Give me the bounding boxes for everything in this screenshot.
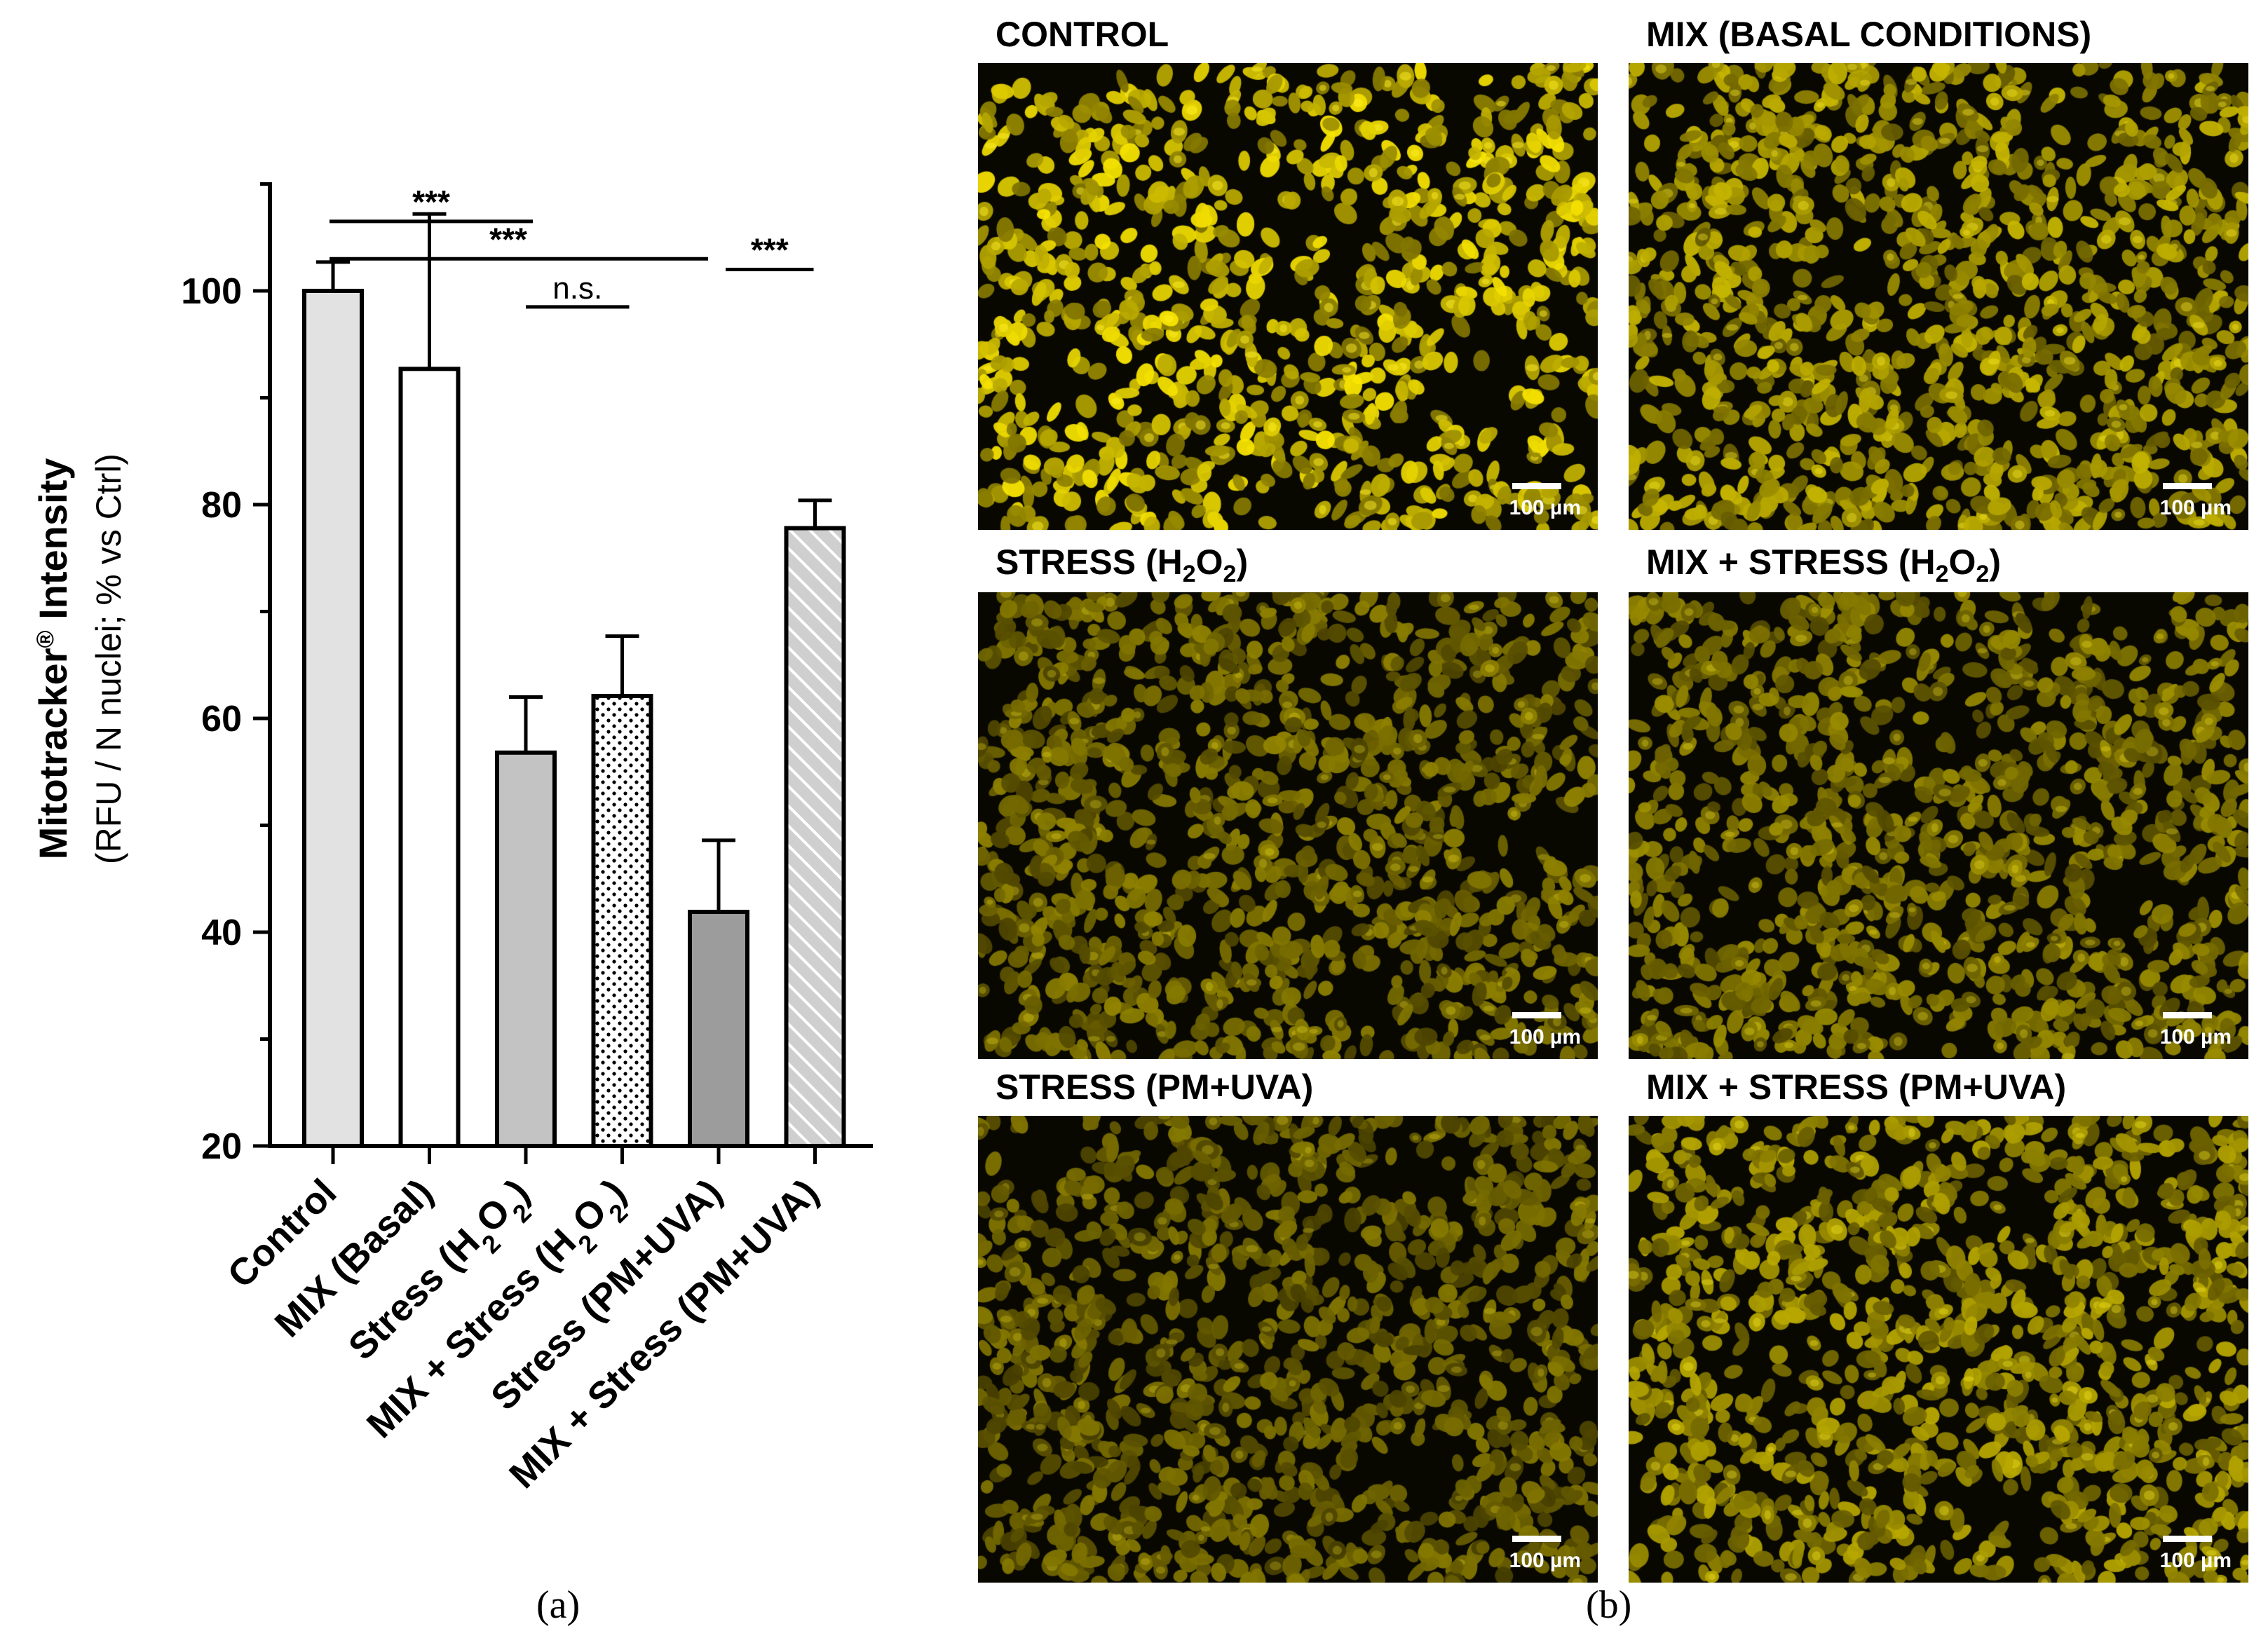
significance-label: ***: [412, 184, 450, 220]
scale-bar-label: 100 µm: [2159, 1025, 2232, 1049]
micrograph-image-4: 100 µm: [978, 1116, 1598, 1583]
scale-bar-label: 100 µm: [2159, 1549, 2232, 1572]
micrograph-title-5: MIX + STRESS (PM+UVA): [1646, 1067, 2067, 1107]
bar-0: [302, 289, 364, 1148]
y-tick-label: 40: [201, 913, 242, 953]
micrograph-image-1: 100 µm: [1629, 63, 2248, 530]
scale-bar-label: 100 µm: [2159, 496, 2232, 519]
scale-bar-label: 100 µm: [1509, 496, 1581, 519]
y-tick-label: 100: [181, 271, 242, 312]
scale-bar: [1512, 1012, 1561, 1018]
bar-4: [688, 910, 749, 1149]
micrograph-image-5: 100 µm: [1629, 1116, 2248, 1583]
significance-label: ***: [751, 232, 789, 268]
scale-bar: [2163, 483, 2212, 489]
y-tick-label: 60: [201, 699, 242, 739]
micrograph-title-1: MIX (BASAL CONDITIONS): [1646, 15, 2092, 54]
micrograph-title-3: MIX + STRESS (H2O2): [1646, 542, 2001, 587]
panel-label-b: (b): [1586, 1583, 1632, 1627]
significance-label: ***: [489, 221, 527, 257]
significance-label: n.s.: [552, 271, 602, 306]
scale-bar: [1512, 483, 1561, 489]
y-tick-label: 20: [201, 1126, 242, 1167]
bar-chart: 20 40 60 80 100 Mitotracker® Intensity (RFU / …: [31, 182, 873, 1496]
y-axis-subtitle: (RFU / N nuclei; % vs Ctrl): [89, 453, 128, 864]
micrograph-image-2: 100 µm: [978, 592, 1598, 1059]
scale-bar-label: 100 µm: [1509, 1025, 1581, 1049]
bar-1: [398, 367, 461, 1149]
bar-5: [784, 526, 846, 1148]
scale-bar: [2163, 1012, 2212, 1018]
micrograph-title-0: CONTROL: [996, 15, 1169, 54]
micrograph-image-0: 100 µm: [978, 63, 1598, 530]
scale-bar-label: 100 µm: [1509, 1549, 1581, 1572]
bar-2: [495, 750, 557, 1149]
y-axis-title: Mitotracker® Intensity: [31, 458, 75, 860]
micrograph-image-3: 100 µm: [1629, 592, 2248, 1059]
micrograph-title-2: STRESS (H2O2): [996, 542, 1249, 587]
micrograph-title-4: STRESS (PM+UVA): [996, 1067, 1314, 1107]
bar-3: [591, 693, 653, 1148]
y-tick-label: 80: [201, 485, 242, 526]
scale-bar: [2163, 1536, 2212, 1542]
panel-label-a: (a): [536, 1583, 580, 1627]
scale-bar: [1512, 1536, 1561, 1542]
